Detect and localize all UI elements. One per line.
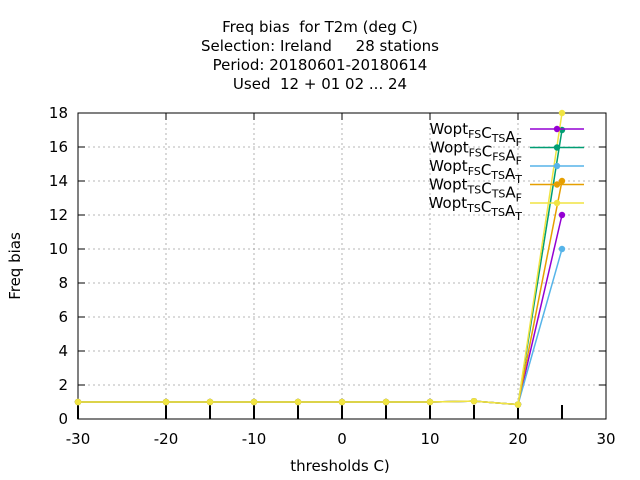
x-tick-label: 30: [596, 430, 615, 448]
data-point: [74, 398, 82, 406]
chart-title-line-1: Freq bias for T2m (deg C): [222, 18, 418, 36]
data-point: [558, 211, 566, 219]
legend-label: WoptFSCFSAF: [430, 139, 522, 168]
y-tick-label: 12: [49, 206, 68, 224]
y-tick-label: 8: [58, 274, 68, 292]
legend-marker: [553, 162, 561, 170]
legend-label: WoptFSCTSAF: [430, 120, 522, 149]
data-point: [558, 109, 566, 117]
series-5: [74, 109, 566, 408]
y-axis-label: Freq bias: [6, 232, 24, 300]
data-point: [426, 398, 434, 406]
x-tick-label: 10: [420, 430, 439, 448]
x-tick-label: -30: [66, 430, 91, 448]
series-1: [74, 211, 566, 408]
y-tick-label: 14: [49, 172, 68, 190]
data-point: [470, 397, 478, 405]
chart-title-line-2: Selection: Ireland 28 stations: [201, 37, 439, 55]
data-point: [558, 245, 566, 253]
legend-marker: [553, 125, 561, 133]
series-3: [74, 245, 566, 408]
data-point: [206, 398, 214, 406]
series-group: [74, 109, 566, 408]
grid: [78, 113, 606, 419]
x-tick-label: -10: [242, 430, 267, 448]
legend-label: WoptTSCTSAF: [429, 176, 522, 205]
x-tick-label: 20: [508, 430, 527, 448]
data-point: [514, 401, 522, 408]
legend-item-1: WoptFSCTSAF: [430, 120, 584, 149]
y-tick-label: 6: [58, 308, 68, 326]
legend-item-5: WoptTSCTSAT: [429, 194, 584, 223]
y-tick-label: 18: [49, 104, 68, 122]
y-tick-label: 2: [58, 376, 68, 394]
y-tick-label: 0: [58, 410, 68, 428]
legend-marker: [553, 181, 561, 188]
data-point: [250, 398, 258, 406]
axis-ticks: 0 2 4 6 8 10 12 14 16 18 -30 -20 -10 0 10 20 30: [49, 104, 616, 448]
x-tick-label: -20: [154, 430, 179, 448]
data-point: [558, 177, 566, 185]
data-point: [294, 398, 302, 406]
x-tick-label: 0: [337, 430, 347, 448]
data-point: [338, 398, 346, 406]
legend-item-2: WoptFSCFSAF: [430, 139, 584, 168]
legend-item-3: WoptFSCTSAT: [429, 157, 584, 186]
legend: WoptFSCTSAFWoptFSCFSAFWoptFSCTSATWoptTSC…: [429, 120, 584, 223]
chart-title-line-4: Used 12 + 01 02 ... 24: [232, 75, 408, 93]
chart-title-line-3: Period: 20180601-20180614: [212, 56, 428, 74]
data-point: [162, 398, 170, 406]
legend-marker: [553, 144, 561, 151]
x-axis-label: thresholds C): [290, 457, 390, 475]
legend-label: WoptFSCTSAT: [429, 157, 522, 186]
y-tick-label: 4: [58, 342, 68, 360]
y-tick-label: 16: [49, 138, 68, 156]
legend-label: WoptTSCTSAT: [429, 194, 523, 223]
y-tick-label: 10: [49, 240, 68, 258]
data-point: [382, 398, 390, 406]
legend-marker: [553, 199, 561, 207]
series-line: [78, 248, 563, 406]
series-line: [78, 214, 563, 406]
legend-item-4: WoptTSCTSAF: [429, 176, 584, 205]
